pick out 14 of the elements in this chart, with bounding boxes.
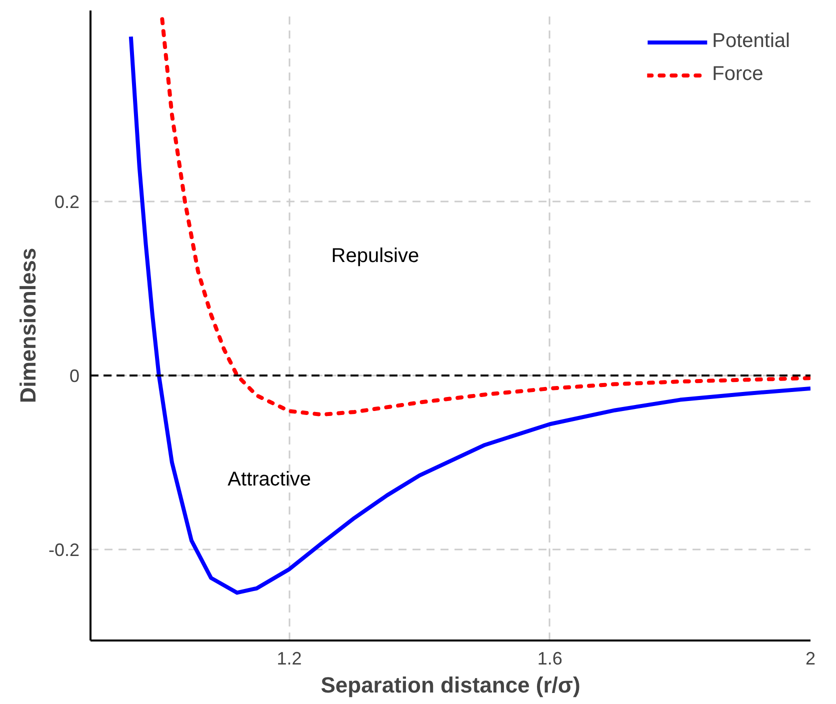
legend-label: Potential: [712, 30, 790, 53]
y-tick-label: 0: [69, 366, 80, 386]
legend-label: Force: [712, 63, 764, 86]
x-tick-label: 1.2: [276, 648, 302, 668]
annotation: Attractive: [228, 468, 312, 490]
line-series: [160, 17, 810, 417]
line-series: [128, 34, 810, 595]
x-tick-label: 2: [805, 648, 816, 668]
x-axis-title: Separation distance (r/σ): [320, 672, 580, 698]
y-axis-title: Dimensionless: [15, 248, 40, 404]
y-tick-label: 0.2: [54, 192, 80, 212]
y-tick-label: -0.2: [48, 540, 80, 560]
x-tick-label: 1.6: [537, 648, 562, 668]
annotation: Repulsive: [331, 245, 420, 268]
